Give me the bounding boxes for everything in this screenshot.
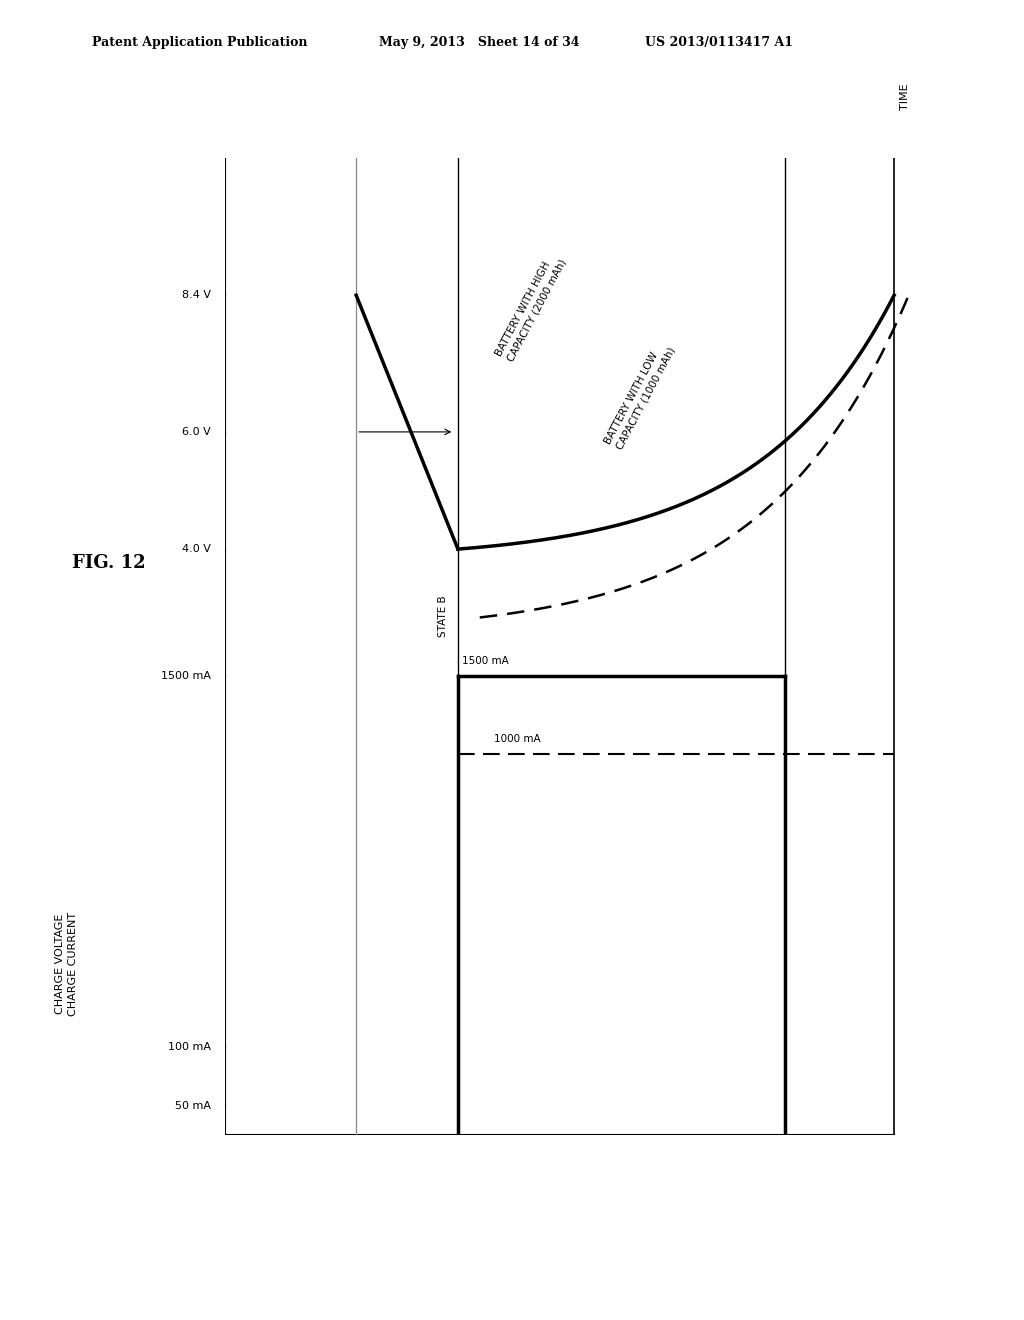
Text: 1500 mA: 1500 mA	[161, 671, 211, 681]
Text: 1000 mA: 1000 mA	[495, 734, 541, 744]
Text: US 2013/0113417 A1: US 2013/0113417 A1	[645, 36, 794, 49]
Text: 4.0 V: 4.0 V	[182, 544, 211, 554]
Text: May 9, 2013   Sheet 14 of 34: May 9, 2013 Sheet 14 of 34	[379, 36, 580, 49]
Text: CHARGE VOLTAGE
CHARGE CURRENT: CHARGE VOLTAGE CHARGE CURRENT	[55, 912, 78, 1015]
Text: BATTERY WITH HIGH
CAPACITY (2000 mAh): BATTERY WITH HIGH CAPACITY (2000 mAh)	[495, 252, 568, 363]
Text: FIG. 12: FIG. 12	[72, 553, 145, 572]
Text: 50 mA: 50 mA	[175, 1101, 211, 1111]
Text: Patent Application Publication: Patent Application Publication	[92, 36, 307, 49]
Text: 8.4 V: 8.4 V	[181, 290, 211, 300]
Text: TIME: TIME	[900, 83, 910, 110]
Text: 6.0 V: 6.0 V	[182, 426, 211, 437]
Text: BATTERY WITH LOW
CAPACITY (1000 mAh): BATTERY WITH LOW CAPACITY (1000 mAh)	[603, 339, 677, 451]
Text: 1500 mA: 1500 mA	[462, 656, 508, 667]
Text: 100 mA: 100 mA	[168, 1043, 211, 1052]
Text: STATE B: STATE B	[438, 595, 449, 638]
